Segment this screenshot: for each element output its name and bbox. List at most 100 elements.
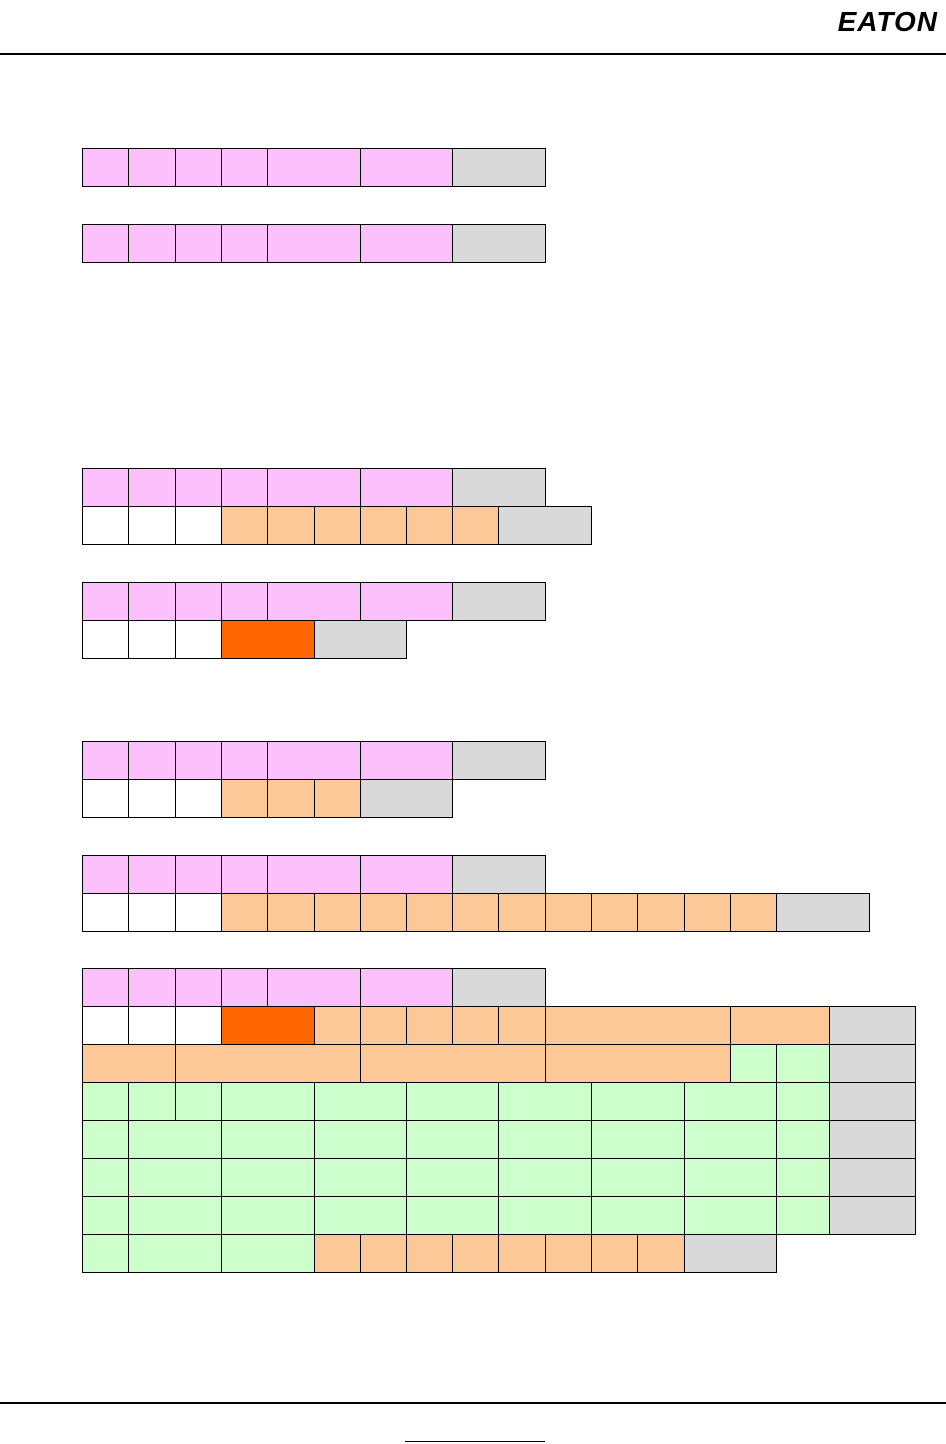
field-cell — [128, 779, 176, 818]
field-cell — [314, 1120, 407, 1159]
field-cell — [221, 1196, 315, 1235]
field-cell — [221, 1234, 315, 1273]
field-cell — [730, 1006, 830, 1045]
field-cell — [82, 779, 129, 818]
field-cell — [267, 741, 361, 780]
field-cell — [314, 893, 361, 932]
field-cell — [82, 893, 129, 932]
field-cell — [314, 506, 361, 545]
field-cell — [221, 968, 268, 1007]
field-cell — [776, 1158, 830, 1197]
field-cell — [360, 968, 453, 1007]
field-cell — [175, 741, 222, 780]
field-cell — [684, 1120, 777, 1159]
field-cell — [452, 968, 546, 1007]
field-cell — [684, 1082, 777, 1121]
field-cell — [175, 1082, 222, 1121]
footer-link-line — [405, 1441, 545, 1442]
field-cell — [684, 1234, 777, 1273]
logo: EATON — [837, 6, 938, 37]
field-cell — [452, 741, 546, 780]
field-cell — [829, 1196, 916, 1235]
field-cell — [545, 1234, 592, 1273]
field-cell — [776, 1120, 830, 1159]
field-cell — [314, 1082, 407, 1121]
field-cell — [82, 1196, 129, 1235]
field-cell — [267, 506, 315, 545]
field-cell — [314, 779, 361, 818]
field-cell — [452, 148, 546, 187]
field-cell — [175, 506, 222, 545]
field-cell — [498, 1158, 592, 1197]
field-cell — [360, 1234, 407, 1273]
field-cell — [175, 1006, 222, 1045]
field-cell — [452, 224, 546, 263]
field-cell — [128, 468, 176, 507]
field-cell — [829, 1006, 916, 1045]
field-cell — [684, 1196, 777, 1235]
field-cell — [360, 741, 453, 780]
field-cell — [498, 1196, 592, 1235]
field-cell — [637, 893, 685, 932]
field-cell — [175, 224, 222, 263]
field-cell — [498, 506, 592, 545]
field-cell — [360, 1006, 407, 1045]
field-cell — [82, 1082, 129, 1121]
field-cell — [221, 468, 268, 507]
field-cell — [498, 1120, 592, 1159]
field-cell — [829, 1044, 916, 1083]
field-cell — [591, 1082, 685, 1121]
field-cell — [221, 1120, 315, 1159]
field-cell — [545, 893, 592, 932]
field-cell — [545, 1044, 731, 1083]
field-cell — [175, 620, 222, 659]
field-cell — [314, 1234, 361, 1273]
field-cell — [498, 1234, 546, 1273]
field-cell — [175, 468, 222, 507]
field-cell — [221, 148, 268, 187]
field-cell — [452, 855, 546, 894]
field-cell — [267, 224, 361, 263]
field-cell — [452, 1234, 499, 1273]
field-cell — [128, 1234, 222, 1273]
field-cell — [82, 1044, 176, 1083]
field-cell — [776, 893, 870, 932]
field-cell — [452, 1006, 499, 1045]
field-cell — [221, 741, 268, 780]
field-cell — [452, 506, 499, 545]
field-cell — [829, 1158, 916, 1197]
field-cell — [128, 1082, 176, 1121]
field-cell — [82, 582, 129, 621]
field-cell — [267, 468, 361, 507]
field-cell — [175, 855, 222, 894]
field-cell — [175, 968, 222, 1007]
field-cell — [406, 1234, 453, 1273]
field-cell — [128, 148, 176, 187]
field-cell — [128, 968, 176, 1007]
field-cell — [128, 1158, 222, 1197]
field-cell — [82, 855, 129, 894]
field-cell — [591, 1158, 685, 1197]
field-cell — [776, 1196, 830, 1235]
field-cell — [360, 582, 453, 621]
field-cell — [221, 855, 268, 894]
field-cell — [82, 506, 129, 545]
field-cell — [360, 893, 407, 932]
field-cell — [360, 148, 453, 187]
field-cell — [82, 1234, 129, 1273]
field-cell — [360, 224, 453, 263]
field-cell — [406, 1158, 499, 1197]
field-cell — [360, 1044, 546, 1083]
field-cell — [267, 779, 315, 818]
field-cell — [591, 1120, 685, 1159]
field-cell — [591, 1196, 685, 1235]
field-cell — [128, 1120, 222, 1159]
field-cell — [314, 1158, 407, 1197]
field-cell — [175, 148, 222, 187]
field-cell — [360, 855, 453, 894]
field-cell — [221, 779, 268, 818]
field-cell — [128, 506, 176, 545]
field-cell — [82, 148, 129, 187]
field-cell — [498, 1082, 592, 1121]
